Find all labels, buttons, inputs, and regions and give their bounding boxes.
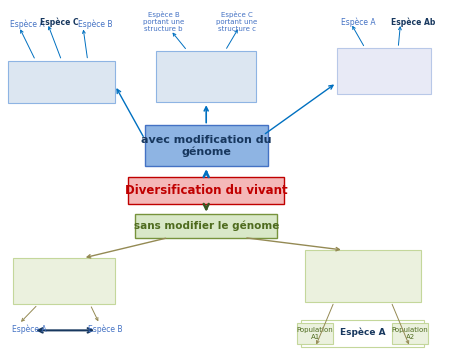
Text: avec modification du
génome: avec modification du génome	[141, 135, 272, 157]
Bar	[145, 126, 268, 167]
Text: Espèce B: Espèce B	[88, 325, 122, 334]
Bar	[392, 323, 428, 344]
Text: Espèce A: Espèce A	[341, 17, 376, 27]
Text: Espèce B
portant une
structure b: Espèce B portant une structure b	[143, 11, 184, 32]
Bar	[337, 48, 431, 94]
Bar	[128, 177, 284, 204]
Bar	[298, 323, 333, 344]
Text: Espèce A: Espèce A	[340, 328, 385, 337]
Text: Espèce A: Espèce A	[12, 325, 46, 334]
Text: Espèce Ab: Espèce Ab	[391, 17, 436, 27]
Bar	[13, 258, 115, 304]
Bar	[135, 214, 277, 238]
Text: Diversification du vivant: Diversification du vivant	[125, 184, 288, 197]
Text: Espèce B: Espèce B	[78, 20, 113, 29]
Text: Espèce A: Espèce A	[10, 20, 45, 29]
Text: Espèce C: Espèce C	[40, 17, 79, 27]
Bar	[156, 51, 256, 103]
Text: Espèce C
portant une
structure c: Espèce C portant une structure c	[216, 11, 258, 32]
Text: sans modifier le génome: sans modifier le génome	[134, 221, 279, 231]
Text: Population
A1: Population A1	[297, 327, 334, 340]
Bar	[8, 61, 115, 103]
Text: Population
A2: Population A2	[392, 327, 428, 340]
Bar	[304, 250, 421, 302]
Bar	[301, 320, 424, 347]
